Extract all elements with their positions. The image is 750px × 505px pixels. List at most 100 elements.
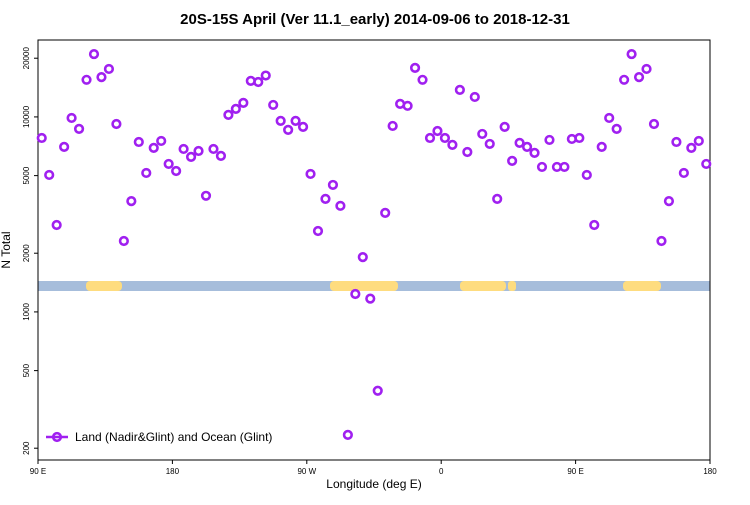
data-point: [447, 139, 458, 150]
data-point: [492, 193, 503, 204]
data-point: [477, 128, 488, 140]
data-point: [529, 147, 540, 158]
data-point: [283, 124, 294, 135]
data-point: [36, 132, 47, 144]
data-point: [701, 158, 712, 170]
chart-title: 20S-15S April (Ver 11.1_early) 2014-09-0…: [180, 11, 570, 28]
data-point: [387, 120, 398, 132]
data-point: [626, 48, 637, 60]
data-point: [312, 225, 324, 237]
data-point: [357, 252, 368, 263]
data-point: [200, 190, 212, 201]
data-point: [193, 145, 204, 157]
data-point: [260, 70, 271, 81]
data-point: [215, 150, 227, 162]
data-point: [581, 169, 592, 181]
land-strip: [460, 281, 506, 291]
data-point: [559, 161, 570, 173]
data-point: [596, 141, 607, 152]
data-point: [372, 385, 383, 396]
x-axis-title: Longitude (deg E): [326, 477, 421, 491]
data-point: [335, 200, 346, 211]
data-point: [619, 74, 630, 85]
data-point: [81, 74, 92, 85]
land-strip: [508, 281, 516, 291]
data-point: [59, 141, 70, 152]
data-point: [656, 235, 667, 247]
data-point: [275, 115, 286, 127]
data-point: [103, 63, 115, 75]
data-point: [499, 121, 510, 132]
land-ocean-strip: [38, 281, 710, 291]
land-strip: [623, 281, 661, 291]
data-point: [185, 151, 197, 162]
data-point: [305, 168, 316, 180]
x-tick-label: 180: [703, 467, 717, 476]
y-tick-label: 20000: [22, 47, 31, 70]
data-point: [268, 99, 279, 111]
data-point: [297, 121, 309, 132]
data-point: [156, 135, 167, 147]
data-point: [589, 219, 600, 231]
data-point: [604, 112, 615, 124]
data-point: [633, 72, 645, 83]
y-tick-label: 1000: [22, 302, 31, 320]
data-point: [342, 429, 353, 441]
x-tick-label: 180: [166, 467, 180, 476]
data-point: [574, 132, 585, 144]
data-point: [148, 142, 159, 153]
y-tick-label: 10000: [22, 105, 31, 128]
data-point: [462, 146, 473, 158]
data-point: [223, 109, 234, 121]
x-tick-label: 90 E: [30, 467, 46, 476]
data-point: [514, 137, 525, 148]
data-point: [693, 135, 704, 147]
data-point: [350, 288, 361, 300]
x-tick-label: 90 W: [297, 467, 316, 476]
data-point: [141, 167, 152, 179]
data-point: [671, 136, 682, 148]
data-point: [73, 123, 85, 135]
data-point: [544, 134, 555, 146]
y-axis-title: N Total: [0, 231, 13, 268]
data-point: [51, 219, 62, 231]
data-point: [402, 100, 413, 111]
data-point: [44, 169, 55, 181]
y-tick-label: 500: [22, 363, 31, 377]
plot-frame: [37, 39, 711, 461]
x-tick-label: 90 E: [567, 467, 583, 476]
data-point: [111, 118, 122, 130]
data-point: [417, 74, 428, 85]
data-point: [432, 125, 443, 137]
data-point: [648, 118, 660, 130]
data-point: [163, 158, 174, 170]
data-point: [686, 142, 697, 153]
data-point: [663, 196, 675, 207]
data-point: [536, 161, 548, 173]
data-point: [521, 141, 533, 152]
data-point: [611, 123, 622, 135]
data-point: [469, 91, 480, 103]
x-tick-label: 0: [439, 467, 444, 476]
data-point: [424, 132, 436, 144]
data-point: [171, 165, 182, 177]
data-point: [365, 293, 376, 304]
data-point: [409, 62, 421, 73]
y-tick-label: 5000: [22, 166, 31, 184]
land-strip: [86, 281, 122, 291]
data-point: [484, 138, 495, 150]
data-point: [320, 193, 331, 204]
data-point: [678, 167, 689, 179]
legend-label: Land (Nadir&Glint) and Ocean (Glint): [75, 430, 272, 444]
y-tick-label: 2000: [22, 244, 31, 262]
data-point: [454, 84, 465, 95]
legend-marker: [51, 431, 63, 443]
data-point: [439, 132, 451, 144]
data-point: [66, 112, 77, 124]
land-strip: [330, 281, 398, 291]
data-point: [327, 179, 339, 191]
data-point: [96, 72, 107, 83]
data-point: [238, 97, 249, 108]
data-point: [208, 143, 219, 155]
